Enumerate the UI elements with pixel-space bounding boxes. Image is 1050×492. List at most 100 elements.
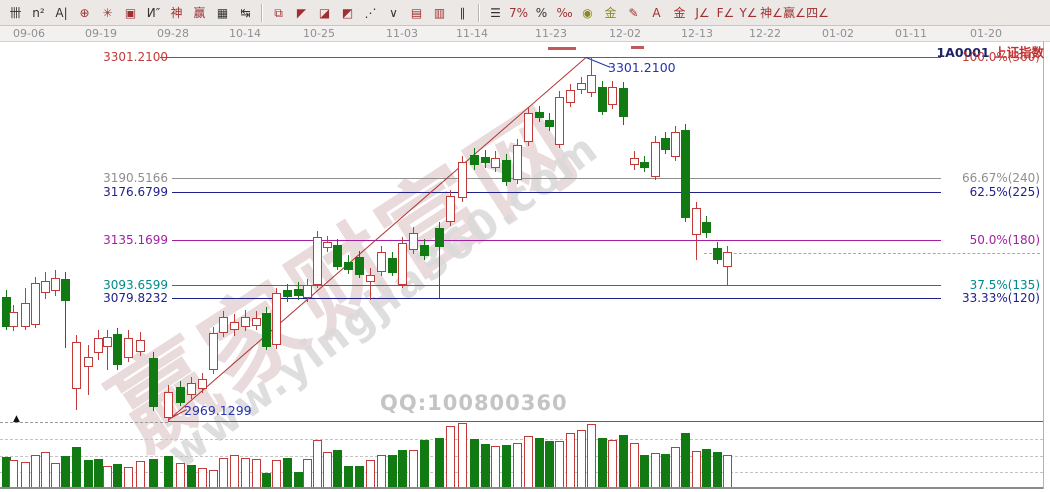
channel-icon[interactable]: A bbox=[652, 5, 661, 20]
f-angle-icon[interactable]: F∠ bbox=[716, 5, 735, 20]
permille-line-icon[interactable]: ‰ bbox=[556, 5, 573, 20]
fib-line bbox=[172, 285, 941, 286]
volume-bar bbox=[481, 444, 490, 488]
candlestick bbox=[702, 222, 711, 233]
volume-bar bbox=[72, 447, 81, 488]
candlestick bbox=[435, 228, 444, 247]
volume-bar bbox=[252, 459, 261, 488]
brush-icon[interactable]: ✎ bbox=[628, 5, 639, 20]
shen-tool-icon[interactable]: 神 bbox=[170, 5, 183, 20]
qq-watermark: QQ:100800360 bbox=[380, 391, 568, 415]
candlestick bbox=[262, 313, 271, 347]
volume-bar bbox=[21, 462, 30, 488]
box-handle-icon[interactable]: ⧉ bbox=[274, 5, 283, 20]
drawing-toolbar: 卌 n² A| ⊕ ✳ ▣ И″ 神赢 ▦ ↹ ⧉ ◤ ◪ ◩ ⋰ ∨ ▤ ▥ ∥ ☰ 7%% ‰ ◉ 金 ✎ A 金 J∠ F∠ Y∠ 神… bbox=[0, 0, 1050, 26]
candlestick bbox=[587, 75, 596, 93]
span-arrow-icon[interactable]: ↹ bbox=[240, 5, 251, 20]
candlestick bbox=[692, 208, 701, 235]
text-tool-icon[interactable]: A| bbox=[55, 5, 68, 20]
candlestick bbox=[598, 87, 607, 112]
y-angle-icon[interactable]: Y∠ bbox=[739, 5, 758, 20]
cycle-lines-icon[interactable]: 卌 bbox=[9, 5, 22, 20]
percent-slash-icon[interactable]: 7% bbox=[508, 5, 529, 20]
candlestick bbox=[176, 387, 185, 403]
candlestick bbox=[366, 275, 375, 282]
volume-bar bbox=[219, 458, 228, 488]
candlestick bbox=[671, 132, 680, 157]
candlestick bbox=[681, 130, 690, 218]
fib-percent-label: 62.5%(225) bbox=[969, 185, 1040, 199]
fan-box-icon[interactable]: ◪ bbox=[318, 5, 331, 20]
candlestick bbox=[41, 281, 50, 293]
volume-bar bbox=[94, 459, 103, 488]
left-dash-line bbox=[0, 422, 168, 423]
candlestick bbox=[283, 290, 292, 297]
boxed-star-icon[interactable]: ▣ bbox=[124, 5, 137, 20]
toolbar-separator bbox=[261, 3, 263, 22]
volume-bar bbox=[313, 440, 322, 488]
fib-price-label: 3190.5166 bbox=[103, 171, 168, 185]
candlestick bbox=[723, 252, 732, 267]
parallel-lines-icon[interactable]: ∥ bbox=[459, 5, 466, 20]
candlestick bbox=[94, 338, 103, 353]
volume-bar bbox=[555, 441, 564, 488]
stats-column-icon[interactable]: ☰ bbox=[490, 5, 501, 20]
fib-base-line bbox=[168, 421, 1043, 422]
gold-lines-icon[interactable]: 金 bbox=[604, 5, 617, 20]
candlestick bbox=[535, 112, 544, 118]
fib-price-label: 3135.1699 bbox=[103, 233, 168, 247]
ying-tool-icon[interactable]: 赢 bbox=[193, 5, 206, 20]
volume-bar bbox=[458, 423, 467, 488]
gann-grid2-icon[interactable]: ▥ bbox=[433, 5, 446, 20]
volume-bar bbox=[113, 464, 122, 488]
volume-bar bbox=[124, 467, 133, 488]
candlestick-chart[interactable]: 赢家财富网 www.yingjia360.com QQ:100800360 1A… bbox=[0, 41, 1050, 492]
ying-angle-icon[interactable]: 赢∠ bbox=[783, 5, 806, 20]
volume-bar bbox=[103, 466, 112, 488]
volume-bar bbox=[702, 449, 711, 488]
volume-bar bbox=[513, 443, 522, 488]
volume-bar bbox=[446, 426, 455, 488]
fib-percent-label: 100.0%(360) bbox=[961, 50, 1040, 64]
fib-percent-label: 66.67%(240) bbox=[961, 171, 1040, 185]
grid-tool-icon[interactable]: ▦ bbox=[216, 5, 229, 20]
right-border-line bbox=[1043, 41, 1044, 489]
candlestick bbox=[491, 158, 500, 168]
j-angle-icon[interactable]: J∠ bbox=[695, 5, 710, 20]
date-tick-label: 12-02 bbox=[609, 27, 641, 40]
percent-icon[interactable]: % bbox=[535, 5, 548, 20]
date-tick-label: 12-22 bbox=[749, 27, 781, 40]
volume-bar bbox=[409, 450, 418, 488]
wave-tool-icon[interactable]: И″ bbox=[146, 5, 161, 20]
volume-bar bbox=[2, 457, 11, 488]
candle-wick bbox=[88, 345, 89, 395]
candlestick bbox=[446, 196, 455, 222]
si-angle-icon[interactable]: 四∠ bbox=[806, 5, 829, 20]
trend-angle-icon[interactable]: ⋰ bbox=[364, 5, 377, 20]
n-square-icon[interactable]: n² bbox=[32, 5, 45, 20]
zigzag-icon[interactable]: ∨ bbox=[389, 5, 398, 20]
shen-angle-icon[interactable]: 神∠ bbox=[760, 5, 783, 20]
volume-bar bbox=[187, 465, 196, 488]
date-tick-label: 01-11 bbox=[895, 27, 927, 40]
ray-fan-icon[interactable]: ◤ bbox=[296, 5, 307, 20]
peak-connector-line bbox=[585, 57, 611, 68]
gold-underline-icon[interactable]: 金 bbox=[673, 5, 686, 20]
gold-circle-icon[interactable]: ◉ bbox=[582, 5, 593, 20]
date-tick-label: 11-03 bbox=[386, 27, 418, 40]
star-rays-icon[interactable]: ✳ bbox=[102, 5, 113, 20]
volume-bar bbox=[723, 455, 732, 488]
toolbar-group: ☰ 7%% ‰ ◉ 金 ✎ A 金 J∠ F∠ Y∠ 神∠ 赢∠ 四∠ bbox=[484, 3, 829, 23]
date-tick-label: 01-02 bbox=[822, 27, 854, 40]
candlestick bbox=[344, 262, 353, 270]
fan-box-dark-icon[interactable]: ◩ bbox=[341, 5, 354, 20]
candlestick bbox=[164, 392, 173, 418]
volume-bar bbox=[535, 438, 544, 488]
fib-percent-label: 50.0%(180) bbox=[969, 233, 1040, 247]
circle-target-icon[interactable]: ⊕ bbox=[79, 5, 90, 20]
volume-bar bbox=[366, 460, 375, 488]
volume-bar bbox=[577, 430, 586, 488]
gann-grid-icon[interactable]: ▤ bbox=[410, 5, 423, 20]
date-tick-label: 09-19 bbox=[85, 27, 117, 40]
